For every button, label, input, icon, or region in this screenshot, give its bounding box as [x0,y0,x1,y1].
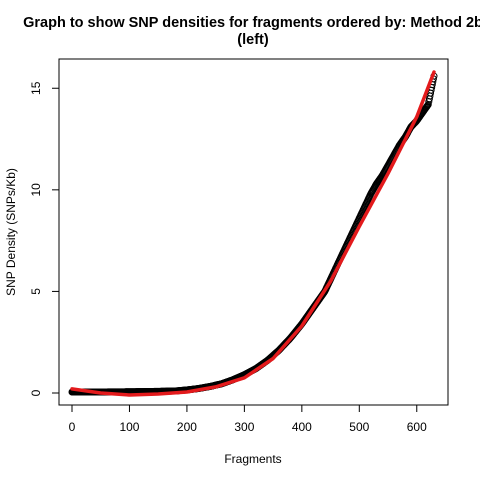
x-axis: 0 100 200 300 400 500 600 [69,404,427,434]
x-tick-label: 100 [119,420,139,434]
y-tick-label: 0 [29,389,43,396]
y-axis-label: SNP Density (SNPs/Kb) [4,168,18,296]
fit-line [70,70,436,397]
x-tick-label: 200 [177,420,197,434]
y-axis: 0 5 10 15 [29,81,60,396]
fit-line-layer [70,70,436,397]
chart-title-line-1: Graph to show SNP densities for fragment… [23,15,480,31]
y-tick-label: 10 [29,183,43,197]
chart-title-line-2: (left) [237,32,269,48]
x-tick-label: 600 [407,420,427,434]
x-axis-label: Fragments [224,452,281,466]
x-tick-label: 0 [69,420,76,434]
y-tick-label: 15 [29,81,43,95]
x-tick-label: 400 [292,420,312,434]
x-tick-label: 300 [234,420,254,434]
y-tick-label: 5 [29,288,43,295]
x-tick-label: 500 [349,420,369,434]
